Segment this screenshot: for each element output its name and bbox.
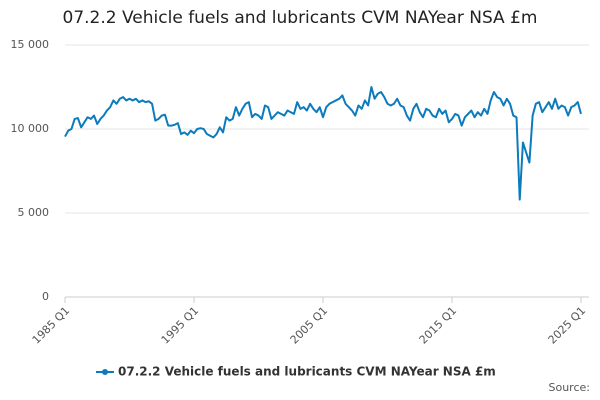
x-tick-label: 2005 Q1: [288, 304, 331, 347]
x-tick-label: 2025 Q1: [546, 304, 589, 347]
legend-marker: [102, 369, 108, 375]
legend-label: 07.2.2 Vehicle fuels and lubricants CVM …: [118, 365, 496, 379]
y-tick-label: 10 000: [11, 122, 50, 135]
chart-title: 07.2.2 Vehicle fuels and lubricants CVM …: [63, 8, 538, 28]
source: Source:: [549, 381, 591, 394]
x-tick-label: 1985 Q1: [30, 304, 73, 347]
x-tick-label: 2015 Q1: [417, 304, 460, 347]
y-tick-label: 5 000: [18, 206, 50, 219]
series-line: [64, 86, 582, 201]
y-tick-label: 0: [42, 290, 49, 303]
y-tick-label: 15 000: [11, 38, 50, 51]
x-tick-label: 1995 Q1: [159, 304, 202, 347]
